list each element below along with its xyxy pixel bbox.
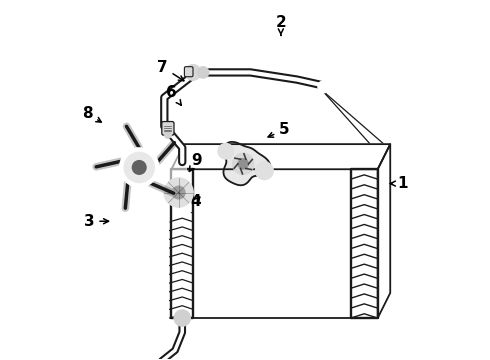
Text: 4: 4 [191, 194, 201, 209]
Polygon shape [223, 142, 270, 185]
Polygon shape [172, 144, 390, 169]
Circle shape [92, 120, 187, 215]
Circle shape [238, 158, 248, 169]
Text: 6: 6 [166, 85, 181, 105]
Polygon shape [378, 144, 390, 318]
Text: 1: 1 [391, 176, 408, 191]
Text: 9: 9 [189, 153, 202, 171]
Text: 2: 2 [275, 15, 286, 35]
Bar [193, 169, 351, 318]
Circle shape [232, 153, 254, 175]
Circle shape [172, 186, 185, 199]
Text: 3: 3 [84, 214, 109, 229]
FancyBboxPatch shape [184, 67, 193, 77]
Circle shape [164, 131, 171, 138]
Text: 5: 5 [268, 122, 290, 137]
Circle shape [185, 64, 201, 80]
Circle shape [164, 178, 193, 207]
Circle shape [255, 162, 273, 180]
Text: 8: 8 [82, 106, 101, 122]
Circle shape [218, 143, 234, 159]
Circle shape [156, 170, 201, 215]
Circle shape [318, 81, 330, 93]
FancyBboxPatch shape [162, 122, 174, 135]
Circle shape [323, 81, 335, 93]
Circle shape [124, 152, 154, 183]
Circle shape [78, 107, 200, 228]
Circle shape [82, 111, 196, 224]
Circle shape [174, 310, 190, 326]
Circle shape [132, 160, 147, 175]
Circle shape [197, 67, 209, 78]
Text: 7: 7 [157, 59, 184, 81]
Circle shape [120, 148, 159, 187]
